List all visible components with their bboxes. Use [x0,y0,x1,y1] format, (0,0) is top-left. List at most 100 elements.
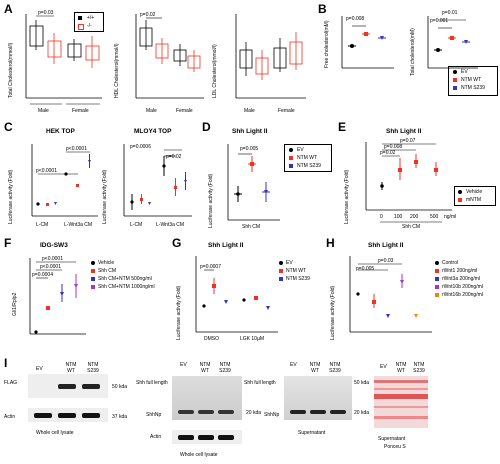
h-legend-wnt3a: rWnt3a 200ng/ml [442,276,481,282]
panel-label-d: D [202,120,211,134]
legend-triangle-blue-icon [289,164,293,168]
legend-triangle-blue-icon [453,86,457,90]
a2-group-male: Male [146,108,157,114]
c1-pvalue-1: p<0.0001 [36,168,57,174]
a3-ylabel: LDL Cholesterol(mmol/l) [212,44,218,98]
a1-group-male: Male [38,108,49,114]
c1-group-lwnt: L-Wnt3a CM [64,222,93,228]
i3-lane-ntm-s239: NTM S239 [329,362,341,374]
legend-circle-black-icon [458,190,462,194]
legend-circle-black-icon [289,148,293,152]
d-title: Shh Light II [232,128,268,135]
h-pvalue-1: p=0.03 [378,258,394,264]
h-pvalue-2: p=0.005 [356,266,375,272]
h-legend: Control rWnt1 200ng/ml rWnt3a 200ng/ml r… [432,258,496,302]
legend-circle-black-icon [91,261,95,265]
i1-blot-flag [28,374,108,398]
a1-ylabel: Total Cholesterol(mmol/l) [8,42,14,98]
f-pvalue-3: p=0.0004 [32,272,53,278]
f-pvalue-1: p<0.0001 [42,256,63,262]
g-legend: EV NTM WT NTM S239 [276,258,322,284]
panel-g-chart [195,256,278,333]
d-legend: EV NTM WT NTM S239 [284,144,332,172]
i1-lane-ntm-wt: NTM WT [65,362,77,374]
a2-group-female: Female [176,108,193,114]
g-legend-ntm-s239: NTM S239 [286,276,310,282]
f-title: IDG-SW3 [40,242,68,249]
i1-caption: Whole cell lysate [36,430,74,436]
i1-marker-37: 37 kda [112,414,128,420]
e-xunit: ng/ml [444,214,457,220]
panel-label-g: G [172,236,182,250]
e-legend: Vehicle mNTM [454,186,496,206]
e-ylabel: Luciferase activity (Fold) [344,169,350,224]
c1-ylabel: Luciferase activity (Fold) [8,169,14,224]
g-legend-ntm-wt: NTM WT [286,268,306,274]
i2-marker-shh-full: Shh full length [244,380,276,386]
d-legend-ntm-wt: NTM WT [297,155,317,161]
d-legend-ev: EV [297,147,304,153]
g-group-lgk: LGK 10µM [240,336,265,342]
legend-triangle-blue-icon [435,277,439,281]
i2-blot-actin [172,430,242,444]
a2-ylabel: HDL Cholesterol(mmol/l) [114,43,120,98]
i3-lane-ev: EV [290,362,297,368]
i2-blot-shh [172,376,242,420]
f-legend-shh-ntm1000: Shh CM+NTM 1000ng/ml [98,284,155,290]
a1-pvalue: p=0.03 [38,10,54,16]
e-xtick-0: 0 [380,214,383,220]
b-legend-ev: EV [461,69,468,75]
panel-h-chart [349,256,432,333]
panel-label-b: B [318,2,327,16]
i3-row-shhnp: ShhNp [264,412,280,418]
h-legend-wnt16b: rWnt16b 200ng/ml [442,292,483,298]
e-xlabel: Shh CM [402,224,421,230]
c2-pvalue-2: p=0.02 [166,154,182,160]
legend-circle-black-icon [279,261,283,265]
i3-caption: Supernatant [298,430,326,436]
b-legend-ntm-s239: NTM S239 [461,85,485,91]
e-pvalue-2: p=0.008 [384,144,403,150]
a1-legend-ko: -/- [87,23,92,29]
f-ylabel: Gli1/Rplp2 [12,292,18,316]
legend-triangle-blue-icon [91,277,95,281]
i4-lane-ev: EV [380,364,387,370]
f-legend-shh: Shh CM [98,268,117,274]
g-group-dmso: DMSO [204,336,219,342]
e-xtick-500: 500 [430,214,439,220]
i3-lane-ntm-wt: NTM WT [309,362,321,374]
panel-label-i: I [4,356,8,370]
f-legend: Vehicle Shh CM Shh CM+NTM 500ng/ml Shh C… [88,258,170,294]
b2-pvalue-2: p=0.001 [430,18,449,24]
e-legend-mntm: mNTM [466,197,481,203]
legend-square-red-icon [289,156,293,160]
panel-label-c: C [4,120,13,134]
legend-square-red-icon [279,269,283,273]
panel-f: IDG-SW3 p<0.0001 p<0.0001 p=0.0004 Gli1/… [6,240,172,355]
e-title: Shh Light II [386,128,422,135]
legend-square-red-icon [78,24,84,30]
legend-square-red-icon [435,269,439,273]
i4-caption-1: Supernatant [378,436,406,442]
panel-b-chart [341,16,478,69]
i4-ponceau-blot [374,376,428,428]
c1-group-lcm: L-CM [36,222,49,228]
legend-square-black-icon [78,16,82,20]
panel-a-chart-ldl [235,14,306,99]
panel-f-chart [29,258,86,335]
panel-label-e: E [338,120,347,134]
i1-blot-actin [28,408,108,422]
panel-e-chart [365,142,452,223]
g-title: Shh Light II [208,242,244,249]
e-pvalue-3: p=0.02 [380,150,396,156]
e-xtick-100: 100 [394,214,403,220]
legend-triangle-blue-icon [279,277,283,281]
c2-ylabel: Luciferase activity (Fold) [102,169,108,224]
i2-row-actin: Actin [150,434,162,440]
a2-pvalue: p=0.02 [140,12,156,18]
legend-triangle-orange-icon [435,293,439,297]
a3-group-male: Male [244,108,255,114]
panel-a-chart-total-chol [25,14,102,105]
h-legend-control: Control [442,260,459,266]
h-ylabel: Luciferase activity (Fold) [330,285,336,340]
